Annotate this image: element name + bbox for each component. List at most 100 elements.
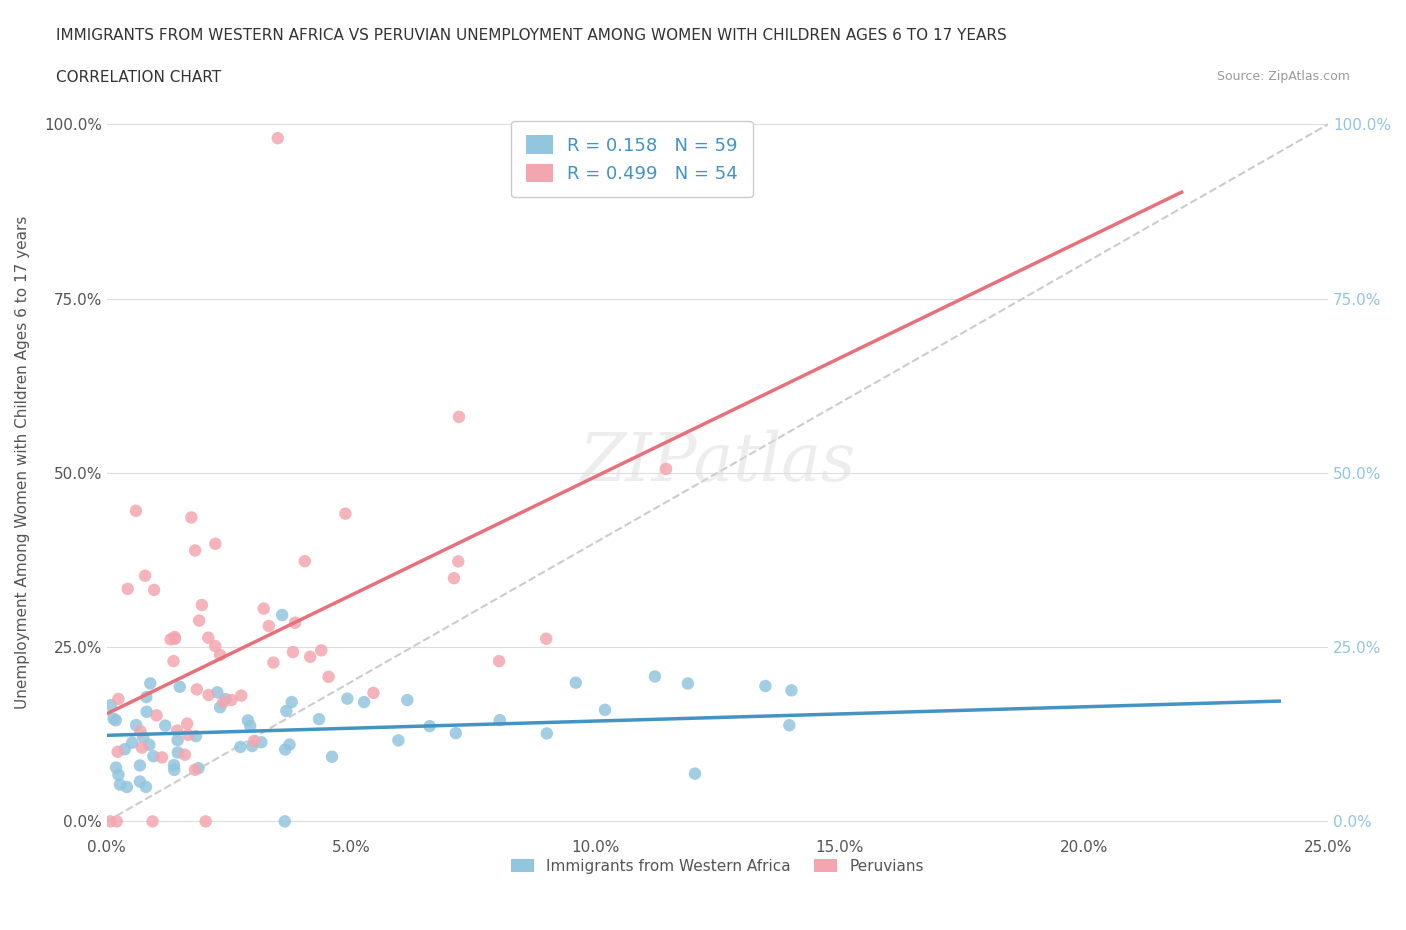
Legend: Immigrants from Western Africa, Peruvians: Immigrants from Western Africa, Peruvian… bbox=[505, 853, 929, 880]
Text: CORRELATION CHART: CORRELATION CHART bbox=[56, 70, 221, 85]
Point bbox=[163, 758, 186, 773]
Point bbox=[121, 736, 143, 751]
Point bbox=[115, 779, 138, 794]
Point bbox=[114, 742, 136, 757]
Point bbox=[184, 729, 207, 744]
Point bbox=[129, 774, 152, 789]
Point bbox=[188, 613, 211, 628]
Point bbox=[387, 733, 409, 748]
Point bbox=[231, 688, 253, 703]
Point bbox=[536, 726, 558, 741]
Point bbox=[139, 676, 162, 691]
Point bbox=[177, 727, 200, 742]
Point bbox=[280, 695, 302, 710]
Point bbox=[104, 712, 127, 727]
Y-axis label: Unemployment Among Women with Children Ages 6 to 17 years: Unemployment Among Women with Children A… bbox=[15, 216, 30, 709]
Point bbox=[166, 745, 188, 760]
Point bbox=[107, 744, 129, 759]
Point bbox=[143, 582, 166, 597]
Point bbox=[105, 760, 128, 775]
Point bbox=[155, 718, 177, 733]
Point bbox=[108, 777, 131, 792]
Point bbox=[534, 631, 557, 646]
Point bbox=[103, 711, 125, 726]
Point bbox=[117, 581, 139, 596]
Point bbox=[284, 616, 307, 631]
Point bbox=[276, 703, 298, 718]
Point bbox=[215, 692, 238, 707]
Point bbox=[353, 695, 375, 710]
Point bbox=[262, 655, 284, 670]
Point bbox=[169, 679, 191, 694]
Point bbox=[100, 698, 122, 712]
Point bbox=[419, 719, 441, 734]
Point bbox=[209, 699, 232, 714]
Point bbox=[204, 639, 226, 654]
Point bbox=[655, 461, 678, 476]
Point bbox=[294, 553, 316, 568]
Point bbox=[236, 713, 259, 728]
Point bbox=[363, 685, 385, 700]
Point bbox=[129, 724, 152, 738]
Point bbox=[253, 601, 276, 616]
Point bbox=[187, 761, 209, 776]
Point bbox=[335, 506, 357, 521]
Text: ZIPatlas: ZIPatlas bbox=[579, 430, 856, 495]
Point bbox=[488, 654, 510, 669]
Point bbox=[184, 763, 207, 777]
Point bbox=[142, 814, 165, 829]
Point bbox=[105, 814, 128, 829]
Point bbox=[318, 670, 340, 684]
Point bbox=[132, 730, 155, 745]
Point bbox=[194, 814, 217, 829]
Point bbox=[676, 676, 699, 691]
Point bbox=[184, 543, 207, 558]
Point bbox=[100, 814, 122, 829]
Point bbox=[135, 690, 157, 705]
Point bbox=[107, 692, 129, 707]
Point bbox=[162, 654, 184, 669]
Point bbox=[135, 779, 157, 794]
Point bbox=[336, 691, 359, 706]
Point bbox=[780, 683, 803, 698]
Point bbox=[593, 702, 616, 717]
Point bbox=[281, 644, 304, 659]
Point bbox=[209, 647, 232, 662]
Point bbox=[138, 737, 160, 752]
Point bbox=[135, 704, 157, 719]
Point bbox=[173, 748, 195, 763]
Point bbox=[166, 733, 188, 748]
Point bbox=[644, 669, 666, 684]
Point bbox=[239, 719, 262, 734]
Point bbox=[274, 742, 297, 757]
Point bbox=[163, 631, 186, 646]
Point bbox=[778, 718, 800, 733]
Point bbox=[131, 740, 153, 755]
Point bbox=[134, 568, 156, 583]
Point bbox=[176, 716, 198, 731]
Text: Source: ZipAtlas.com: Source: ZipAtlas.com bbox=[1216, 70, 1350, 83]
Point bbox=[180, 510, 202, 525]
Point bbox=[443, 571, 465, 586]
Point bbox=[299, 649, 322, 664]
Point bbox=[250, 735, 273, 750]
Point bbox=[267, 131, 290, 146]
Point bbox=[107, 767, 129, 782]
Point bbox=[229, 739, 252, 754]
Text: IMMIGRANTS FROM WESTERN AFRICA VS PERUVIAN UNEMPLOYMENT AMONG WOMEN WITH CHILDRE: IMMIGRANTS FROM WESTERN AFRICA VS PERUVI… bbox=[56, 28, 1007, 43]
Point bbox=[191, 598, 214, 613]
Point bbox=[683, 766, 706, 781]
Point bbox=[565, 675, 588, 690]
Point bbox=[125, 718, 148, 733]
Point bbox=[447, 554, 470, 569]
Point bbox=[142, 749, 165, 764]
Point bbox=[159, 632, 181, 647]
Point bbox=[186, 682, 208, 697]
Point bbox=[150, 750, 173, 764]
Point bbox=[488, 712, 510, 727]
Point bbox=[243, 734, 266, 749]
Point bbox=[145, 708, 167, 723]
Point bbox=[197, 687, 219, 702]
Point bbox=[754, 679, 776, 694]
Point bbox=[128, 758, 150, 773]
